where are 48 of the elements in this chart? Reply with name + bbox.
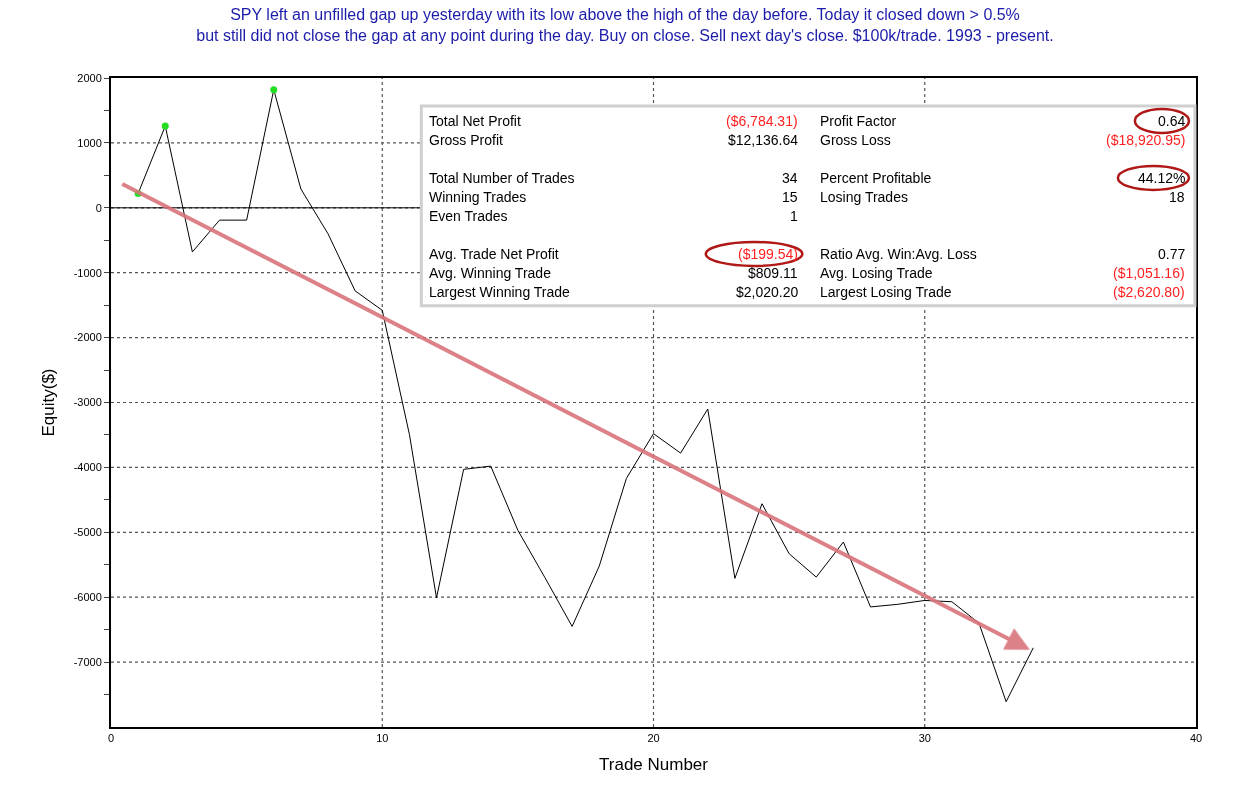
chart-title: SPY left an unfilled gap up yesterday with its low above the high of the day before. Today it closed down > 0.5% but still did not close the gap at any point during the day. Buy on close. Sell next day's close. $100k/trade. 1993 - present. bbox=[196, 5, 1054, 44]
x-tick-label: 20 bbox=[647, 732, 660, 745]
annotation: $809.11 bbox=[748, 265, 798, 281]
y-tick-label: 1000 bbox=[77, 136, 102, 149]
annotation: Gross Profit bbox=[429, 132, 504, 148]
x-tick-label: 0 bbox=[107, 732, 115, 745]
annotation: $2,020.20 bbox=[736, 284, 799, 300]
annotation: Winning Trades bbox=[429, 189, 527, 205]
y-tick-label: -3000 bbox=[73, 396, 102, 409]
y-tick-label: -4000 bbox=[73, 461, 102, 474]
annotation: Gross Loss bbox=[820, 132, 891, 148]
y-tick-label: 2000 bbox=[77, 71, 102, 84]
annotation: 0.77 bbox=[1158, 246, 1186, 262]
annotation: 0.64 bbox=[1158, 113, 1186, 129]
annotation: $12,136.64 bbox=[728, 132, 799, 148]
y-axis-title: Equity($) bbox=[38, 368, 58, 437]
annotation: Percent Profitable bbox=[820, 170, 932, 186]
x-tick-label: 30 bbox=[918, 732, 931, 745]
annotation: ($2,620.80) bbox=[1113, 284, 1185, 300]
y-tick-label: -1000 bbox=[73, 266, 102, 279]
annotation: ($199.54) bbox=[738, 246, 798, 262]
x-tick-label: 10 bbox=[376, 732, 389, 745]
annotation: Ratio Avg. Win:Avg. Loss bbox=[820, 246, 977, 262]
y-tick-label: -5000 bbox=[73, 526, 102, 539]
annotation: 44.12% bbox=[1138, 170, 1186, 186]
y-tick-label: 0 bbox=[95, 201, 102, 214]
annotation: Total Number of Trades bbox=[429, 170, 575, 186]
annotation: 34 bbox=[782, 170, 798, 186]
annotation: Avg. Winning Trade bbox=[429, 265, 552, 281]
annotation: Largest Losing Trade bbox=[820, 284, 952, 300]
annotation: 18 bbox=[1169, 189, 1185, 205]
annotation: 15 bbox=[782, 189, 798, 205]
annotation: Even Trades bbox=[429, 208, 508, 224]
x-tick-label: 40 bbox=[1189, 732, 1203, 745]
annotation: Total Net Profit bbox=[429, 113, 521, 129]
annotation: 1 bbox=[790, 208, 798, 224]
x-axis-title: Trade Number bbox=[599, 755, 709, 775]
annotation: Losing Trades bbox=[820, 189, 908, 205]
y-tick-label: -6000 bbox=[73, 591, 102, 604]
y-tick-label: -2000 bbox=[73, 331, 102, 344]
annotation: ($6,784.31) bbox=[726, 113, 798, 129]
annotation: Avg. Losing Trade bbox=[820, 265, 933, 281]
annotation: Largest Winning Trade bbox=[429, 284, 571, 300]
annotation: Avg. Trade Net Profit bbox=[429, 246, 559, 262]
annotation: ($18,920.95) bbox=[1106, 132, 1186, 148]
annotation: ($1,051.16) bbox=[1113, 265, 1185, 281]
y-tick-label: -7000 bbox=[73, 655, 102, 668]
annotation: Profit Factor bbox=[820, 113, 897, 129]
